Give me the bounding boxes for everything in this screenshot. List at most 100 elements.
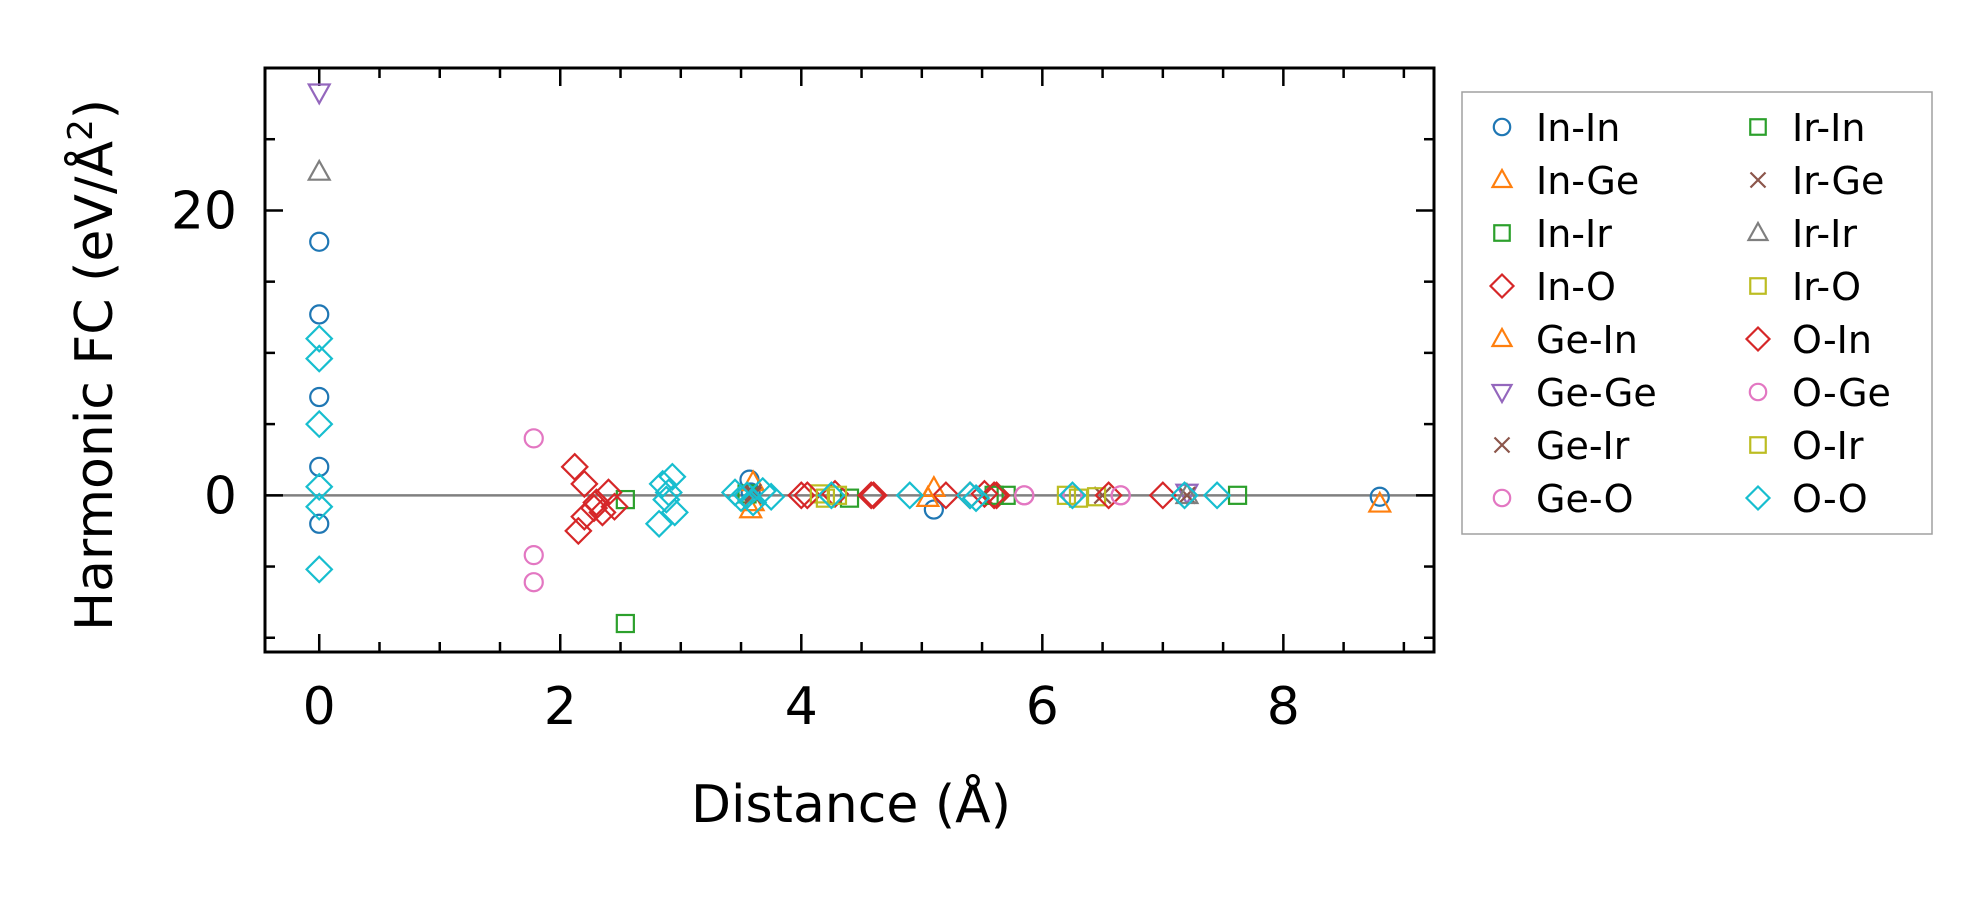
data-point: [305, 344, 334, 373]
data-point: [588, 498, 617, 527]
plot-area: [263, 66, 1436, 654]
data-point: [648, 469, 677, 499]
legend-marker: [1490, 167, 1514, 189]
legend-item: O-O: [1744, 477, 1868, 521]
series-ir-in: [615, 485, 1248, 634]
data-point: [306, 83, 332, 106]
data-point: [895, 481, 924, 510]
legend-label: In-Ir: [1536, 212, 1612, 256]
legend-marker: [1749, 118, 1767, 136]
series-ge-ge: [306, 83, 1200, 506]
legend-marker: [1748, 382, 1768, 402]
data-point: [615, 613, 635, 634]
legend-item: Ge-Ge: [1490, 371, 1657, 415]
legend-item: In-In: [1492, 106, 1620, 150]
legend-label: Ir-In: [1792, 106, 1865, 150]
data-point: [1148, 481, 1178, 510]
data-point: [793, 481, 822, 510]
legend-label: In-In: [1536, 106, 1620, 150]
x-tick-label: 0: [303, 677, 336, 737]
data-point: [1369, 486, 1390, 507]
x-tick-label: 4: [785, 677, 818, 737]
x-tick-label: 6: [1026, 677, 1059, 737]
data-point: [1110, 485, 1131, 506]
legend-frame: [1461, 91, 1933, 535]
series-o-o: [305, 324, 1232, 584]
data-point: [523, 428, 544, 449]
legend-label: Ir-O: [1792, 265, 1861, 309]
x-tick-label: 8: [1267, 677, 1300, 737]
legend-item: Ge-O: [1492, 477, 1634, 521]
data-point: [1058, 481, 1087, 510]
data-point: [827, 485, 848, 505]
legend-item: In-Ir: [1493, 212, 1612, 256]
legend-marker: [1744, 325, 1772, 353]
data-point: [955, 481, 985, 510]
data-point: [305, 472, 334, 501]
data-point: [748, 476, 777, 506]
legend-marker: [1746, 220, 1770, 242]
series-o-in: [564, 481, 1178, 546]
data-point: [931, 481, 961, 510]
legend-label: Ge-In: [1536, 318, 1638, 362]
data-point: [305, 409, 334, 439]
legend: In-In In-Ge In-Ir In-O Ge-In Ge-Ge Ge-Ir Ge-O Ir…: [1461, 91, 1933, 535]
x-axis-ticks: 0 2 4 6 8: [303, 68, 1406, 737]
legend-label: Ge-Ir: [1536, 424, 1630, 468]
data-point: [1202, 481, 1232, 510]
legend-label: O-Ir: [1792, 424, 1864, 468]
data-point: [817, 481, 846, 510]
legend-item: O-In: [1744, 318, 1872, 362]
legend-label: O-O: [1792, 477, 1868, 521]
data-point: [305, 492, 334, 521]
data-point: [856, 481, 886, 510]
legend-label: Ge-Ge: [1536, 371, 1657, 415]
legend-item: Ir-O: [1749, 265, 1861, 309]
legend-label: O-In: [1792, 318, 1872, 362]
data-point: [309, 456, 330, 477]
data-point: [306, 158, 332, 181]
legend-item: Ir-Ir: [1746, 212, 1857, 256]
data-point: [859, 481, 888, 510]
y-axis-label: Harmonic FC (eV/Å2): [61, 99, 125, 631]
legend-marker: [1493, 224, 1511, 242]
y-axis-label-superscript: 2: [61, 119, 101, 141]
legend-label: O-Ge: [1792, 371, 1891, 415]
legend-item: Ge-Ir: [1493, 424, 1630, 468]
data-point: [979, 481, 1009, 510]
data-point: [644, 509, 674, 539]
data-point: [660, 498, 689, 527]
data-point: [658, 462, 687, 492]
data-point: [523, 545, 544, 566]
legend-marker: [1490, 326, 1514, 348]
data-point: [982, 481, 1011, 510]
legend-label: Ir-Ge: [1792, 159, 1884, 203]
legend-item: Ir-In: [1749, 106, 1865, 150]
series-o-ge: [1014, 485, 1131, 506]
data-point: [560, 452, 589, 482]
y-tick-label: 20: [171, 181, 237, 241]
legend-marker: [1749, 277, 1767, 295]
plot-frame: [263, 66, 1436, 654]
y-axis-ticks: 0 20: [171, 66, 1434, 640]
data-point: [309, 231, 330, 252]
x-axis-label: Distance (Å): [691, 773, 1011, 835]
data-point: [1174, 482, 1200, 505]
legend-label: Ge-O: [1536, 477, 1634, 521]
data-point: [961, 483, 991, 513]
series-ir-o: [809, 484, 1107, 507]
y-axis-label-close: ): [65, 99, 125, 119]
data-point: [1014, 485, 1035, 506]
legend-marker: [1488, 272, 1516, 300]
data-point: [1170, 481, 1199, 510]
legend-marker: [1492, 488, 1512, 508]
data-point: [579, 493, 609, 523]
y-axis-label-main: Harmonic FC (eV/Å: [63, 140, 125, 631]
legend-marker: [1744, 484, 1772, 512]
x-tick-label: 2: [544, 677, 577, 737]
data-point: [1093, 486, 1112, 505]
data-point: [305, 555, 334, 584]
data-point: [523, 572, 544, 593]
